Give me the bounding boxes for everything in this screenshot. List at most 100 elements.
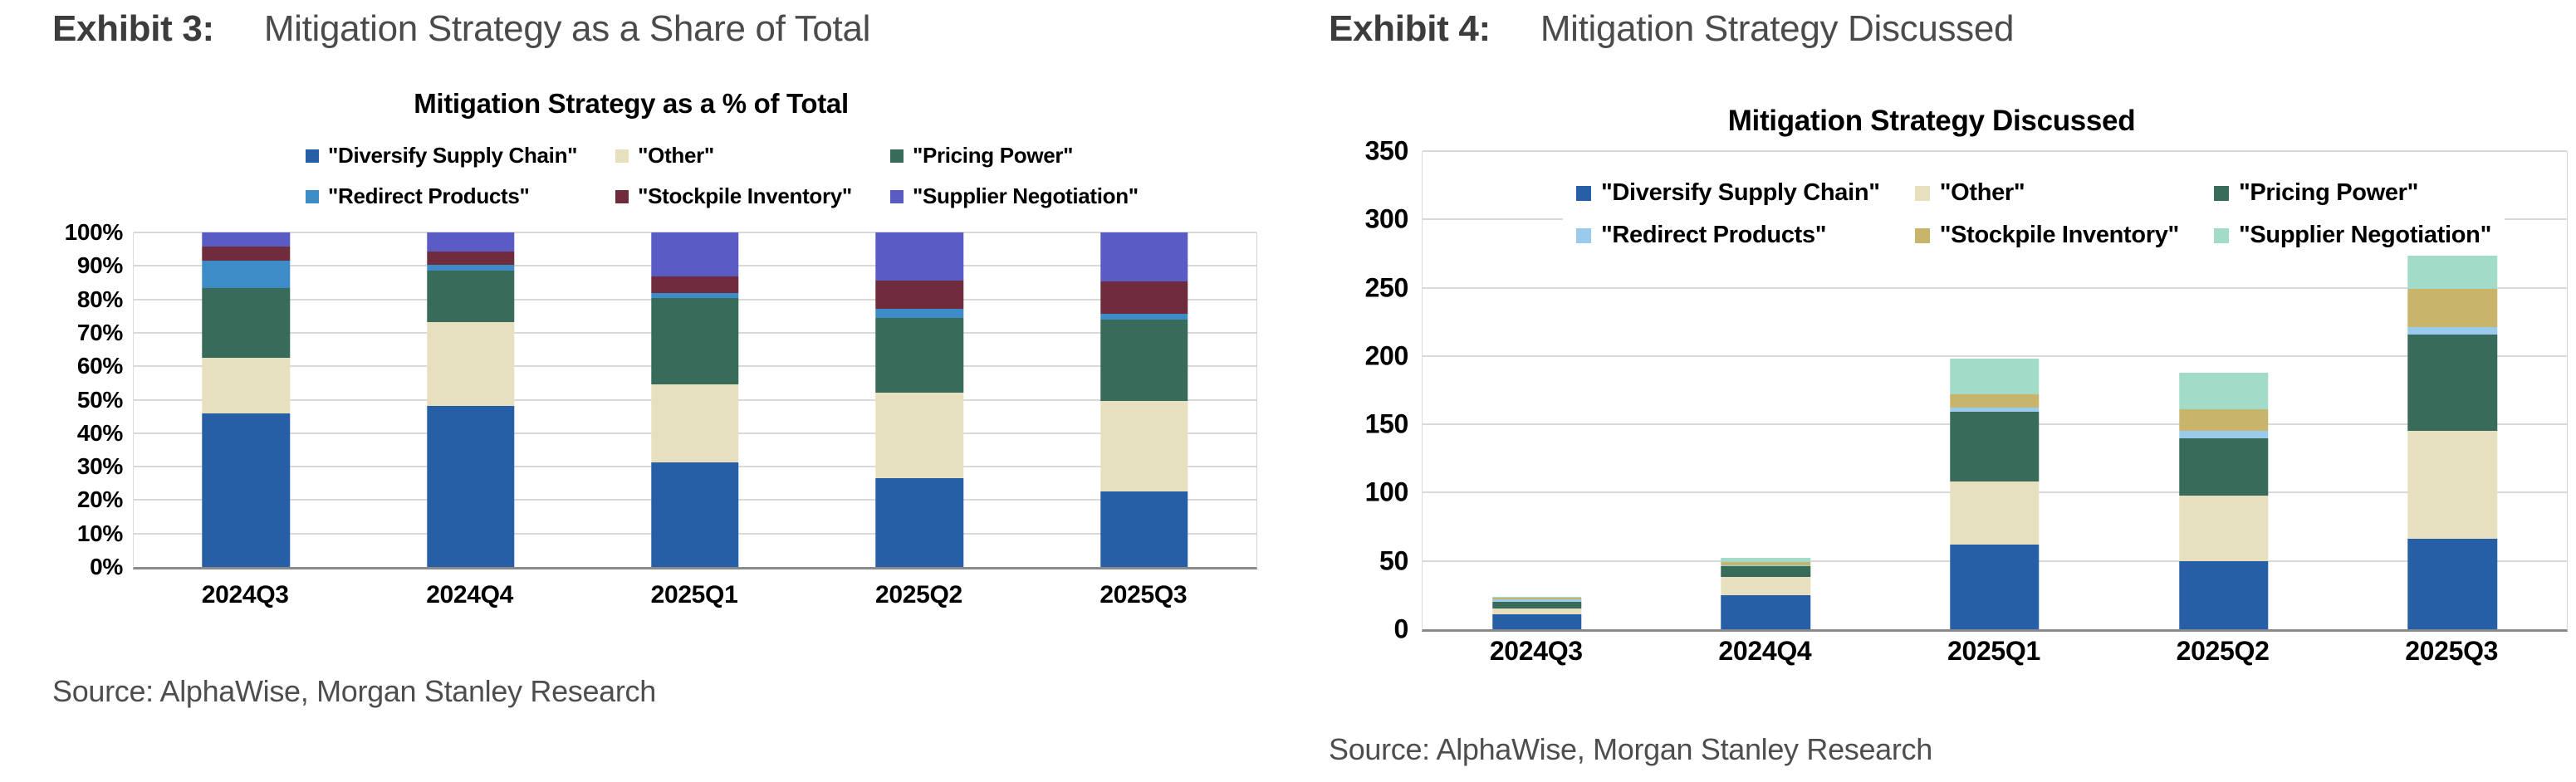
y-tick-label: 0% [90, 554, 123, 579]
bar-segment [1950, 393, 2040, 408]
bar-slot [1423, 151, 1652, 629]
legend-swatch [1914, 185, 1930, 201]
legend-swatch [615, 189, 629, 203]
bar-segment [651, 232, 739, 276]
exhibit-4-panel: Exhibit 4: Mitigation Strategy Discussed … [1288, 0, 2576, 782]
legend-item: "Other" [1914, 179, 2179, 207]
stacked-bar [1721, 558, 1811, 629]
exhibit-3-panel: Exhibit 3: Mitigation Strategy as a Share… [0, 8, 1257, 708]
bar-segment [651, 384, 739, 462]
exhibit-4-title: Mitigation Strategy Discussed [1540, 8, 2015, 49]
stacked-bar [426, 232, 515, 567]
bar-segment [2407, 289, 2497, 328]
bar-segment [426, 322, 515, 407]
bar-segment [2407, 334, 2497, 432]
bar-slot [807, 232, 1031, 567]
legend-item: "Redirect Products" [1576, 222, 1880, 249]
legend-item: "Diversify Supply Chain" [306, 143, 577, 169]
bars-layer [134, 232, 1256, 567]
bar-segment [1492, 599, 1582, 603]
bar-segment [875, 281, 964, 310]
y-tick-label: 20% [76, 486, 123, 513]
legend-swatch [1576, 227, 1591, 243]
bar-slot [1880, 151, 2109, 629]
bar-segment [1950, 412, 2040, 482]
bar-segment [426, 232, 515, 252]
bar-segment [202, 413, 290, 567]
legend-label: "Supplier Negotiation" [2238, 222, 2492, 248]
stacked-bar [1950, 359, 2040, 629]
bar-slot [2109, 151, 2338, 629]
legend-item: "Stockpile Inventory" [1914, 222, 2179, 249]
bar-segment [1492, 608, 1582, 614]
legend-label: "Stockpile Inventory" [638, 183, 852, 208]
y-tick-label: 200 [1364, 340, 1409, 371]
legend-item: "Other" [615, 143, 852, 169]
bar-segment [2178, 495, 2269, 561]
bar-segment [1721, 562, 1811, 565]
bar-segment [2178, 372, 2269, 410]
stacked-bar [202, 232, 290, 567]
legend-label: "Diversify Supply Chain" [1601, 179, 1880, 206]
exhibit-3-heading: Exhibit 3: Mitigation Strategy as a Share… [52, 8, 870, 50]
exhibit-4-heading: Exhibit 4: Mitigation Strategy Discussed [1329, 8, 2014, 50]
bar-segment [2407, 431, 2497, 540]
bar-segment [426, 252, 515, 265]
y-tick-label: 50% [76, 386, 123, 413]
legend-item: "Stockpile Inventory" [615, 183, 852, 209]
legend: "Diversify Supply Chain" "Other" "Pricing … [1563, 173, 2505, 256]
x-tick-label: 2024Q4 [426, 581, 514, 608]
legend: "Diversify Supply Chain" "Other" "Pricing … [306, 143, 1139, 209]
x-tick-label: 2025Q3 [1099, 581, 1188, 608]
bars-layer [1423, 151, 2567, 629]
stacked-bar [875, 232, 964, 567]
stacked-bar [2178, 372, 2269, 629]
bar-segment [1950, 359, 2040, 394]
bar-segment [1950, 544, 2040, 629]
bar-segment [1100, 232, 1188, 282]
bar-segment [1100, 313, 1188, 320]
legend-item: "Supplier Negotiation" [2213, 222, 2492, 249]
gridline [134, 232, 1256, 233]
y-axis: 0% 10% 20% 30% 40% 50% 60% 70% 80% 90% 100% [0, 219, 124, 579]
x-tick-label: 2025Q3 [2405, 636, 2499, 666]
y-tick-label: 70% [76, 319, 123, 345]
exhibit-3-title: Mitigation Strategy as a Share of Total [263, 8, 871, 49]
bar-segment [651, 298, 739, 385]
y-tick-label: 300 [1364, 203, 1409, 234]
bar-segment [875, 309, 964, 319]
x-tick-label: 2025Q2 [2176, 636, 2270, 666]
bar-segment [2407, 539, 2497, 629]
source-note: Source: AlphaWise, Morgan Stanley Resear… [52, 674, 656, 708]
y-tick-label: 350 [1364, 135, 1409, 166]
legend-label: "Supplier Negotiation" [912, 183, 1139, 208]
legend-item: "Supplier Negotiation" [889, 183, 1139, 209]
stacked-bar [1492, 596, 1582, 629]
y-tick-label: 10% [76, 520, 123, 546]
gridline [1423, 286, 2567, 289]
legend-swatch [2213, 185, 2229, 201]
x-tick-label: 2024Q3 [1489, 636, 1583, 666]
gridline [1423, 150, 2567, 152]
bar-segment [1721, 577, 1811, 595]
bar-segment [1721, 594, 1811, 629]
legend-swatch [1576, 185, 1591, 201]
x-tick-label: 2025Q1 [1947, 636, 2040, 666]
bar-segment [651, 276, 739, 294]
stacked-bar [2407, 230, 2497, 629]
bar-segment [1492, 613, 1582, 629]
legend-swatch [306, 189, 319, 203]
y-tick-label: 30% [76, 453, 123, 480]
plot-area [133, 232, 1257, 569]
bar-segment [875, 318, 964, 393]
exhibit-3-label: Exhibit 3: [52, 8, 214, 49]
x-tick-label: 2024Q4 [1718, 636, 1812, 666]
y-tick-label: 60% [76, 353, 123, 379]
y-tick-label: 50 [1379, 545, 1408, 576]
legend-label: "Other" [1939, 179, 2025, 206]
y-tick-label: 150 [1364, 408, 1409, 439]
legend-swatch [615, 149, 629, 163]
legend-swatch [889, 149, 904, 163]
x-axis: 2024Q3 2024Q4 2025Q1 2025Q2 2025Q3 [133, 581, 1256, 609]
chart-title-discussed: Mitigation Strategy Discussed [1727, 105, 2136, 137]
